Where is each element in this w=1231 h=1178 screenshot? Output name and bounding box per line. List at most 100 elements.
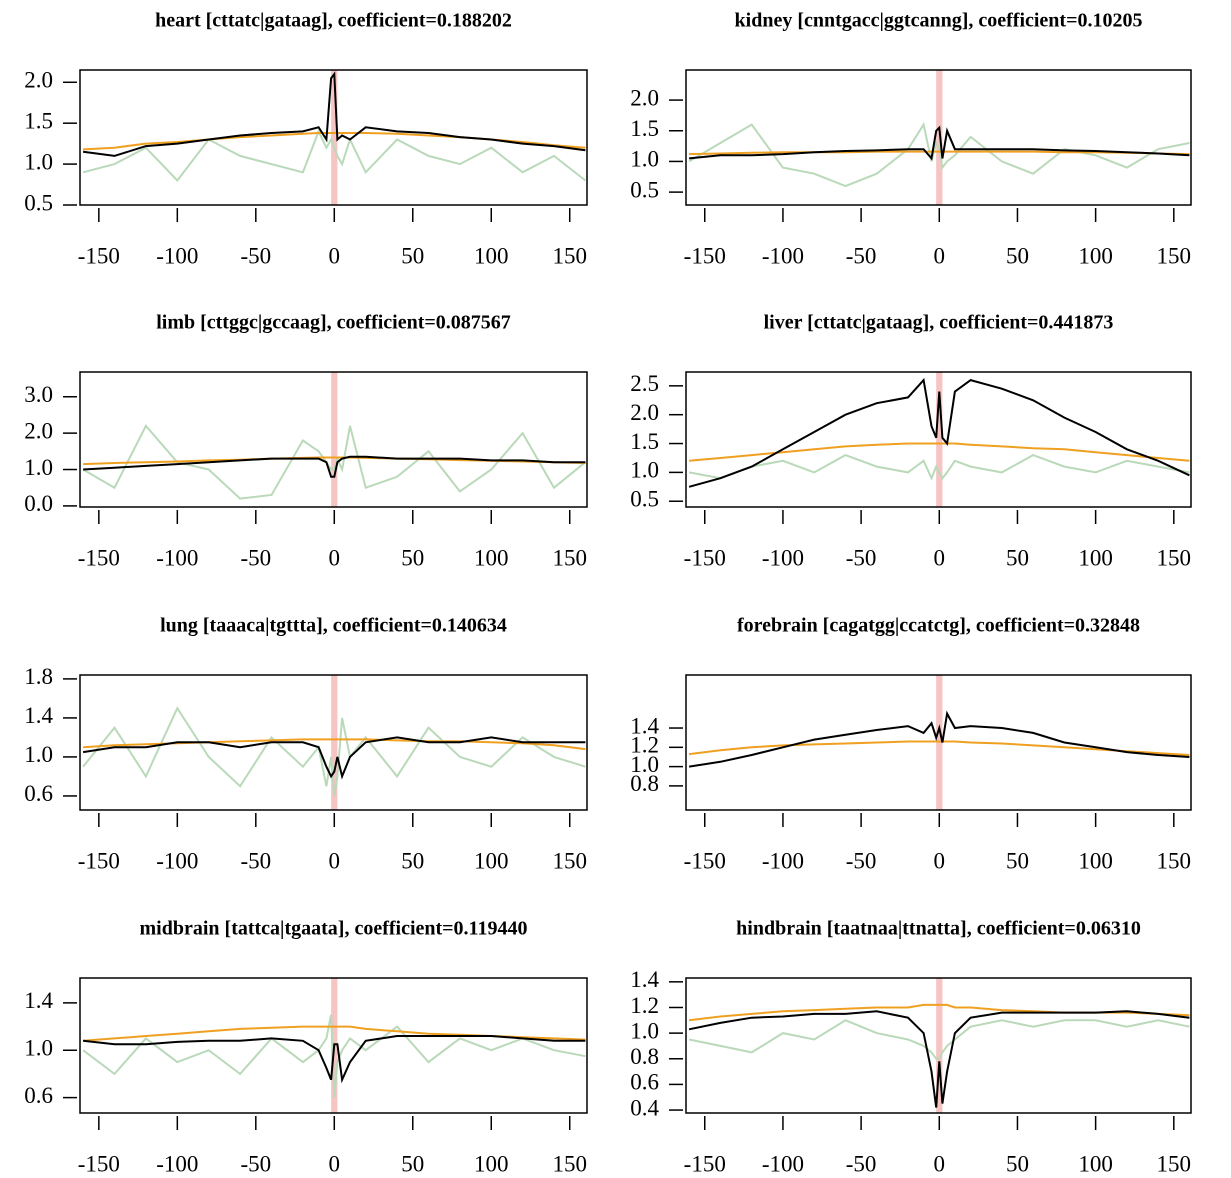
y-tick-label: 1.4 [630,967,659,992]
x-tick-label: 0 [329,848,341,873]
y-tick-label: 1.0 [24,149,53,174]
y-tick-label: 2.0 [630,400,659,425]
x-tick-label: -50 [846,848,877,873]
x-tick-label: -150 [684,243,726,268]
x-tick-label: 100 [1078,1151,1113,1176]
x-tick-label: 100 [1078,545,1113,570]
x-tick-label: 50 [401,243,424,268]
x-tick-label: 150 [1157,1151,1192,1176]
plot-frame [685,371,1192,508]
x-tick-label: -50 [240,545,271,570]
y-tick-label: 0.6 [24,781,53,806]
x-tick-label: -50 [240,1151,271,1176]
x-tick-label: 50 [1006,1151,1029,1176]
series-line [688,710,1190,768]
x-tick-label: 100 [474,545,509,570]
series-line [82,424,587,500]
x-tick-label: -50 [846,545,877,570]
panel: lung [taaaca|tgttta], coefficient=0.1406… [24,615,588,873]
x-tick-label: -100 [156,243,198,268]
series-line [689,125,1190,161]
series-line [688,377,1190,488]
series-line [82,128,587,183]
x-tick-label: -150 [78,545,120,570]
panel: midbrain [tattca|tgaata], coefficient=0.… [24,918,588,1176]
series-line [83,455,586,478]
chart-title: liver [cttatc|gataag], coefficient=0.441… [764,312,1114,334]
x-tick-label: 150 [552,848,587,873]
series-line [688,1019,1190,1060]
panel: liver [cttatc|gataag], coefficient=0.441… [630,312,1192,570]
x-tick-label: -150 [78,243,120,268]
y-tick-label: 1.0 [630,752,659,777]
x-tick-label: 0 [934,848,946,873]
series-line [689,442,1190,462]
x-tick-label: -150 [78,848,120,873]
x-tick-label: 100 [474,243,509,268]
highlight-band [936,978,943,1113]
x-tick-label: 50 [1006,848,1029,873]
chart-title: limb [cttggc|gccaag], coefficient=0.0875… [156,312,511,334]
series-line [688,1010,1190,1108]
panel: kidney [cnntgacc|ggtcanng], coefficient=… [630,10,1192,268]
x-tick-label: -50 [240,848,271,873]
x-tick-label: 150 [1157,848,1192,873]
y-tick-label: 0.8 [630,771,659,796]
x-tick-label: -150 [684,545,726,570]
x-tick-label: -150 [684,1151,726,1176]
y-tick-label: 1.0 [24,1036,53,1061]
y-tick-label: 0.5 [630,487,659,512]
highlight-band [936,372,943,507]
chart-title: midbrain [tattca|tgaata], coefficient=0.… [140,918,528,940]
plot-frame [79,69,588,206]
x-tick-label: -50 [240,243,271,268]
series-line [688,454,1190,481]
x-tick-label: 150 [1157,545,1192,570]
x-tick-label: -100 [156,545,198,570]
y-tick-label: 0.8 [630,1044,659,1069]
x-tick-label: -100 [762,243,804,268]
series-line [688,740,1190,756]
plot-frame [79,977,588,1114]
x-tick-label: 50 [401,848,424,873]
y-tick-label: 0.5 [24,190,53,215]
y-tick-label: 1.0 [24,742,53,767]
plot-frame [685,977,1192,1114]
x-tick-label: 0 [329,545,341,570]
x-tick-label: 100 [474,1151,509,1176]
x-tick-label: 50 [1006,243,1029,268]
series-line [82,71,586,157]
series-line [82,736,586,780]
x-tick-label: 0 [934,545,946,570]
y-tick-label: 1.0 [630,1018,659,1043]
y-tick-label: 0.4 [630,1095,659,1120]
x-tick-label: 150 [552,545,587,570]
plot-frame [79,371,588,508]
x-tick-label: 50 [401,545,424,570]
panel: hindbrain [taatnaa|ttnatta], coefficient… [630,918,1192,1176]
x-tick-label: 150 [552,1151,587,1176]
y-tick-label: 1.5 [630,116,659,141]
plot-frame [685,69,1192,206]
y-tick-label: 1.0 [630,458,659,483]
x-tick-label: -100 [156,848,198,873]
x-tick-label: -100 [762,545,804,570]
chart-title: kidney [cnntgacc|ggtcanng], coefficient=… [735,10,1143,32]
y-tick-label: 2.5 [630,371,659,396]
x-tick-label: 0 [934,243,946,268]
x-tick-label: 50 [1006,545,1029,570]
chart-title: hindbrain [taatnaa|ttnatta], coefficient… [736,918,1141,940]
y-tick-label: 3.0 [24,382,53,407]
highlight-band [331,675,338,810]
x-tick-label: 100 [1078,243,1113,268]
x-tick-label: -150 [78,1151,120,1176]
x-tick-label: -100 [156,1151,198,1176]
panel: limb [cttggc|gccaag], coefficient=0.0875… [24,312,588,570]
x-tick-label: 150 [552,243,587,268]
x-tick-label: -100 [762,1151,804,1176]
y-tick-label: 1.0 [24,455,53,480]
y-tick-label: 1.2 [630,993,659,1018]
x-tick-label: -50 [846,243,877,268]
